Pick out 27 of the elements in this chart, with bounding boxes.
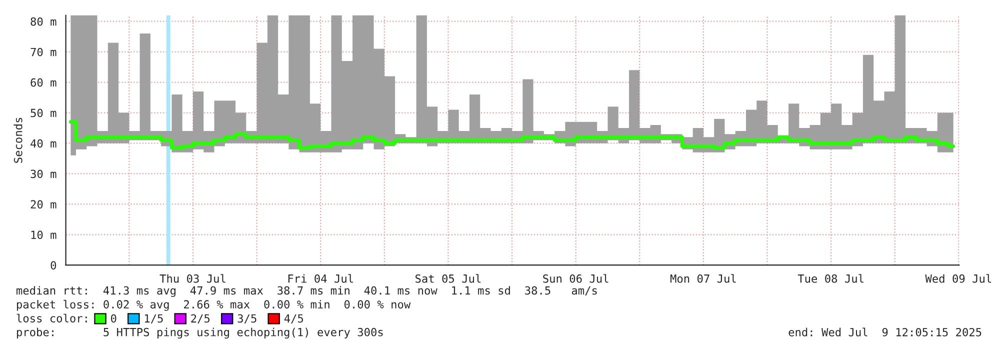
text: end: Wed Jul 9 12:05:15 2025 bbox=[788, 328, 982, 336]
legend-label: 0 bbox=[110, 314, 116, 323]
text: median rtt: 41.3 ms avg 47.9 ms max 38.7 ms min 40.1 ms now 1.1 ms sd 38.5 am/s bbox=[16, 286, 597, 297]
y-tick-label: 30 m bbox=[30, 170, 56, 178]
y-tick-label: 40 m bbox=[30, 139, 56, 148]
y-axis-title: Seconds bbox=[14, 118, 22, 163]
x-tick-label: Mon 07 Jul bbox=[670, 274, 736, 283]
legend-label: 3/5 bbox=[238, 314, 256, 324]
x-tick-label: Sat 05 Jul bbox=[416, 274, 481, 283]
text: packet loss: 0.02 % avg 2.66 % max 0.00 % min 0.00 % now bbox=[16, 300, 411, 311]
x-tick-label: Thu 03 Jul bbox=[160, 274, 226, 283]
y-tick-label: 20 m bbox=[30, 200, 56, 209]
legend-title: loss color: bbox=[16, 314, 87, 322]
x-tick-label: Wed 09 Jul bbox=[925, 274, 992, 283]
y-tick-label: 70 m bbox=[30, 48, 56, 56]
y-tick-label: 0 bbox=[50, 261, 56, 270]
x-tick-label: Tue 08 Jul bbox=[798, 274, 864, 283]
x-tick-label: Sun 06 Jul bbox=[543, 274, 608, 283]
y-tick-label: 80 m bbox=[30, 17, 56, 26]
legend-label: 2/5 bbox=[191, 314, 210, 324]
text: probe: 5 HTTPS pings using echoping(1) every 300s bbox=[16, 328, 383, 339]
y-tick-label: 10 m bbox=[31, 230, 56, 240]
y-tick-label: 60 m bbox=[30, 78, 56, 87]
x-tick-label: Fri 04 Jul bbox=[288, 274, 353, 283]
legend-label: 4/5 bbox=[284, 314, 304, 324]
legend-label: 1/5 bbox=[144, 314, 163, 324]
y-tick-label: 50 m bbox=[30, 108, 56, 118]
